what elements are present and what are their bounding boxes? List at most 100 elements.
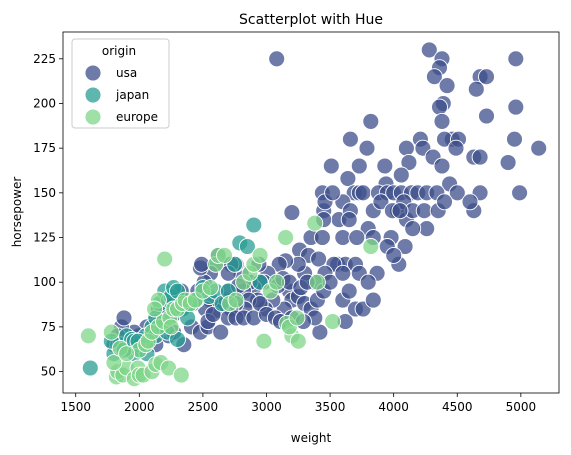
data-point-usa bbox=[400, 154, 418, 171]
x-axis-title: weight bbox=[291, 431, 332, 445]
data-point-usa bbox=[212, 323, 230, 341]
data-point-usa bbox=[391, 202, 409, 220]
x-tick-label: 3000 bbox=[251, 400, 282, 414]
data-point-usa bbox=[425, 68, 443, 86]
data-point-europe bbox=[288, 309, 306, 327]
legend: origin usa japan europe bbox=[71, 38, 170, 129]
data-point-usa bbox=[392, 166, 410, 184]
data-point-usa bbox=[311, 323, 329, 341]
data-point-usa bbox=[461, 193, 479, 211]
data-point-europe bbox=[160, 359, 178, 377]
data-point-europe bbox=[79, 327, 97, 345]
data-point-usa bbox=[433, 157, 451, 175]
y-tick-label: 125 bbox=[33, 231, 56, 245]
data-point-usa bbox=[471, 148, 489, 166]
data-point-usa bbox=[436, 193, 453, 211]
data-point-usa bbox=[324, 184, 342, 202]
data-point-japan bbox=[81, 359, 99, 377]
x-axis: 1500 2000 2500 3000 3500 4000 4500 5000 bbox=[60, 393, 536, 414]
data-point-usa bbox=[385, 246, 403, 264]
data-point-usa bbox=[313, 229, 331, 246]
legend-marker-europe bbox=[84, 108, 102, 126]
data-point-usa bbox=[339, 170, 357, 187]
chart-title: Scatterplot with Hue bbox=[239, 12, 383, 28]
data-point-usa bbox=[431, 98, 448, 116]
data-point-usa bbox=[348, 229, 366, 246]
data-point-usa bbox=[420, 41, 438, 59]
data-point-usa bbox=[448, 184, 466, 202]
data-point-usa bbox=[507, 98, 525, 116]
data-point-usa bbox=[511, 184, 529, 202]
y-tick-label: 175 bbox=[33, 141, 56, 155]
data-point-usa bbox=[354, 184, 372, 202]
data-point-usa bbox=[397, 139, 415, 157]
y-tick-label: 150 bbox=[33, 186, 56, 200]
data-point-europe bbox=[324, 313, 342, 330]
legend-label-usa: usa bbox=[116, 66, 137, 80]
data-point-usa bbox=[322, 157, 340, 175]
data-point-europe bbox=[146, 300, 164, 318]
data-point-japan bbox=[245, 216, 263, 234]
data-point-usa bbox=[447, 139, 465, 157]
data-point-usa bbox=[478, 107, 495, 125]
data-point-usa bbox=[530, 139, 548, 157]
data-point-europe bbox=[255, 332, 273, 350]
data-point-europe bbox=[118, 345, 136, 363]
data-point-usa bbox=[396, 238, 414, 255]
legend-label-europe: europe bbox=[116, 110, 158, 124]
data-point-europe bbox=[362, 238, 380, 255]
x-tick-label: 4500 bbox=[442, 400, 473, 414]
y-tick-label: 50 bbox=[41, 365, 56, 379]
y-tick-label: 100 bbox=[33, 275, 56, 289]
data-point-usa bbox=[433, 112, 451, 130]
data-point-usa bbox=[404, 220, 422, 238]
data-point-usa bbox=[467, 80, 485, 98]
legend-items: usa japan europe bbox=[84, 64, 158, 126]
x-tick-label: 3500 bbox=[315, 400, 346, 414]
data-point-usa bbox=[478, 68, 495, 86]
y-tick-label: 225 bbox=[33, 52, 56, 66]
data-point-europe bbox=[156, 250, 174, 268]
data-point-europe bbox=[172, 366, 190, 384]
data-point-usa bbox=[359, 273, 377, 291]
data-point-usa bbox=[115, 309, 133, 327]
data-point-europe bbox=[162, 318, 180, 336]
legend-marker-usa bbox=[84, 64, 102, 82]
data-point-usa bbox=[438, 77, 456, 95]
data-point-europe bbox=[216, 246, 233, 264]
plot-frame bbox=[62, 31, 560, 394]
data-point-usa bbox=[364, 291, 382, 309]
x-tick-label: 5000 bbox=[506, 400, 537, 414]
data-point-usa bbox=[283, 204, 301, 221]
data-point-europe bbox=[308, 273, 326, 291]
data-point-usa bbox=[506, 130, 523, 148]
data-point-japan bbox=[238, 238, 256, 255]
x-tick-label: 2500 bbox=[188, 400, 219, 414]
data-point-europe bbox=[105, 354, 123, 372]
data-point-usa bbox=[268, 50, 286, 68]
x-tick-label: 2000 bbox=[124, 400, 155, 414]
data-point-usa bbox=[340, 282, 358, 300]
data-point-usa bbox=[334, 264, 352, 282]
x-tick-label: 1500 bbox=[60, 400, 91, 414]
y-axis: 50 75 100 125 150 175 200 225 bbox=[33, 52, 63, 379]
data-point-usa bbox=[358, 139, 376, 157]
data-point-usa bbox=[507, 50, 525, 68]
data-point-usa bbox=[310, 250, 328, 268]
x-tick-label: 4000 bbox=[378, 400, 409, 414]
data-point-europe bbox=[251, 246, 269, 264]
data-point-usa bbox=[499, 154, 517, 171]
legend-box bbox=[71, 38, 170, 129]
data-point-europe bbox=[102, 323, 120, 341]
data-point-usa bbox=[372, 193, 390, 211]
data-point-europe bbox=[202, 279, 219, 297]
y-tick-label: 75 bbox=[41, 320, 56, 334]
y-axis-title: horsepower bbox=[10, 177, 24, 248]
data-point-europe bbox=[268, 273, 286, 291]
data-point-usa bbox=[341, 130, 359, 148]
y-tick-label: 200 bbox=[33, 96, 56, 110]
legend-title: origin bbox=[102, 44, 136, 58]
data-point-europe bbox=[306, 214, 324, 232]
data-point-usa bbox=[340, 211, 358, 229]
